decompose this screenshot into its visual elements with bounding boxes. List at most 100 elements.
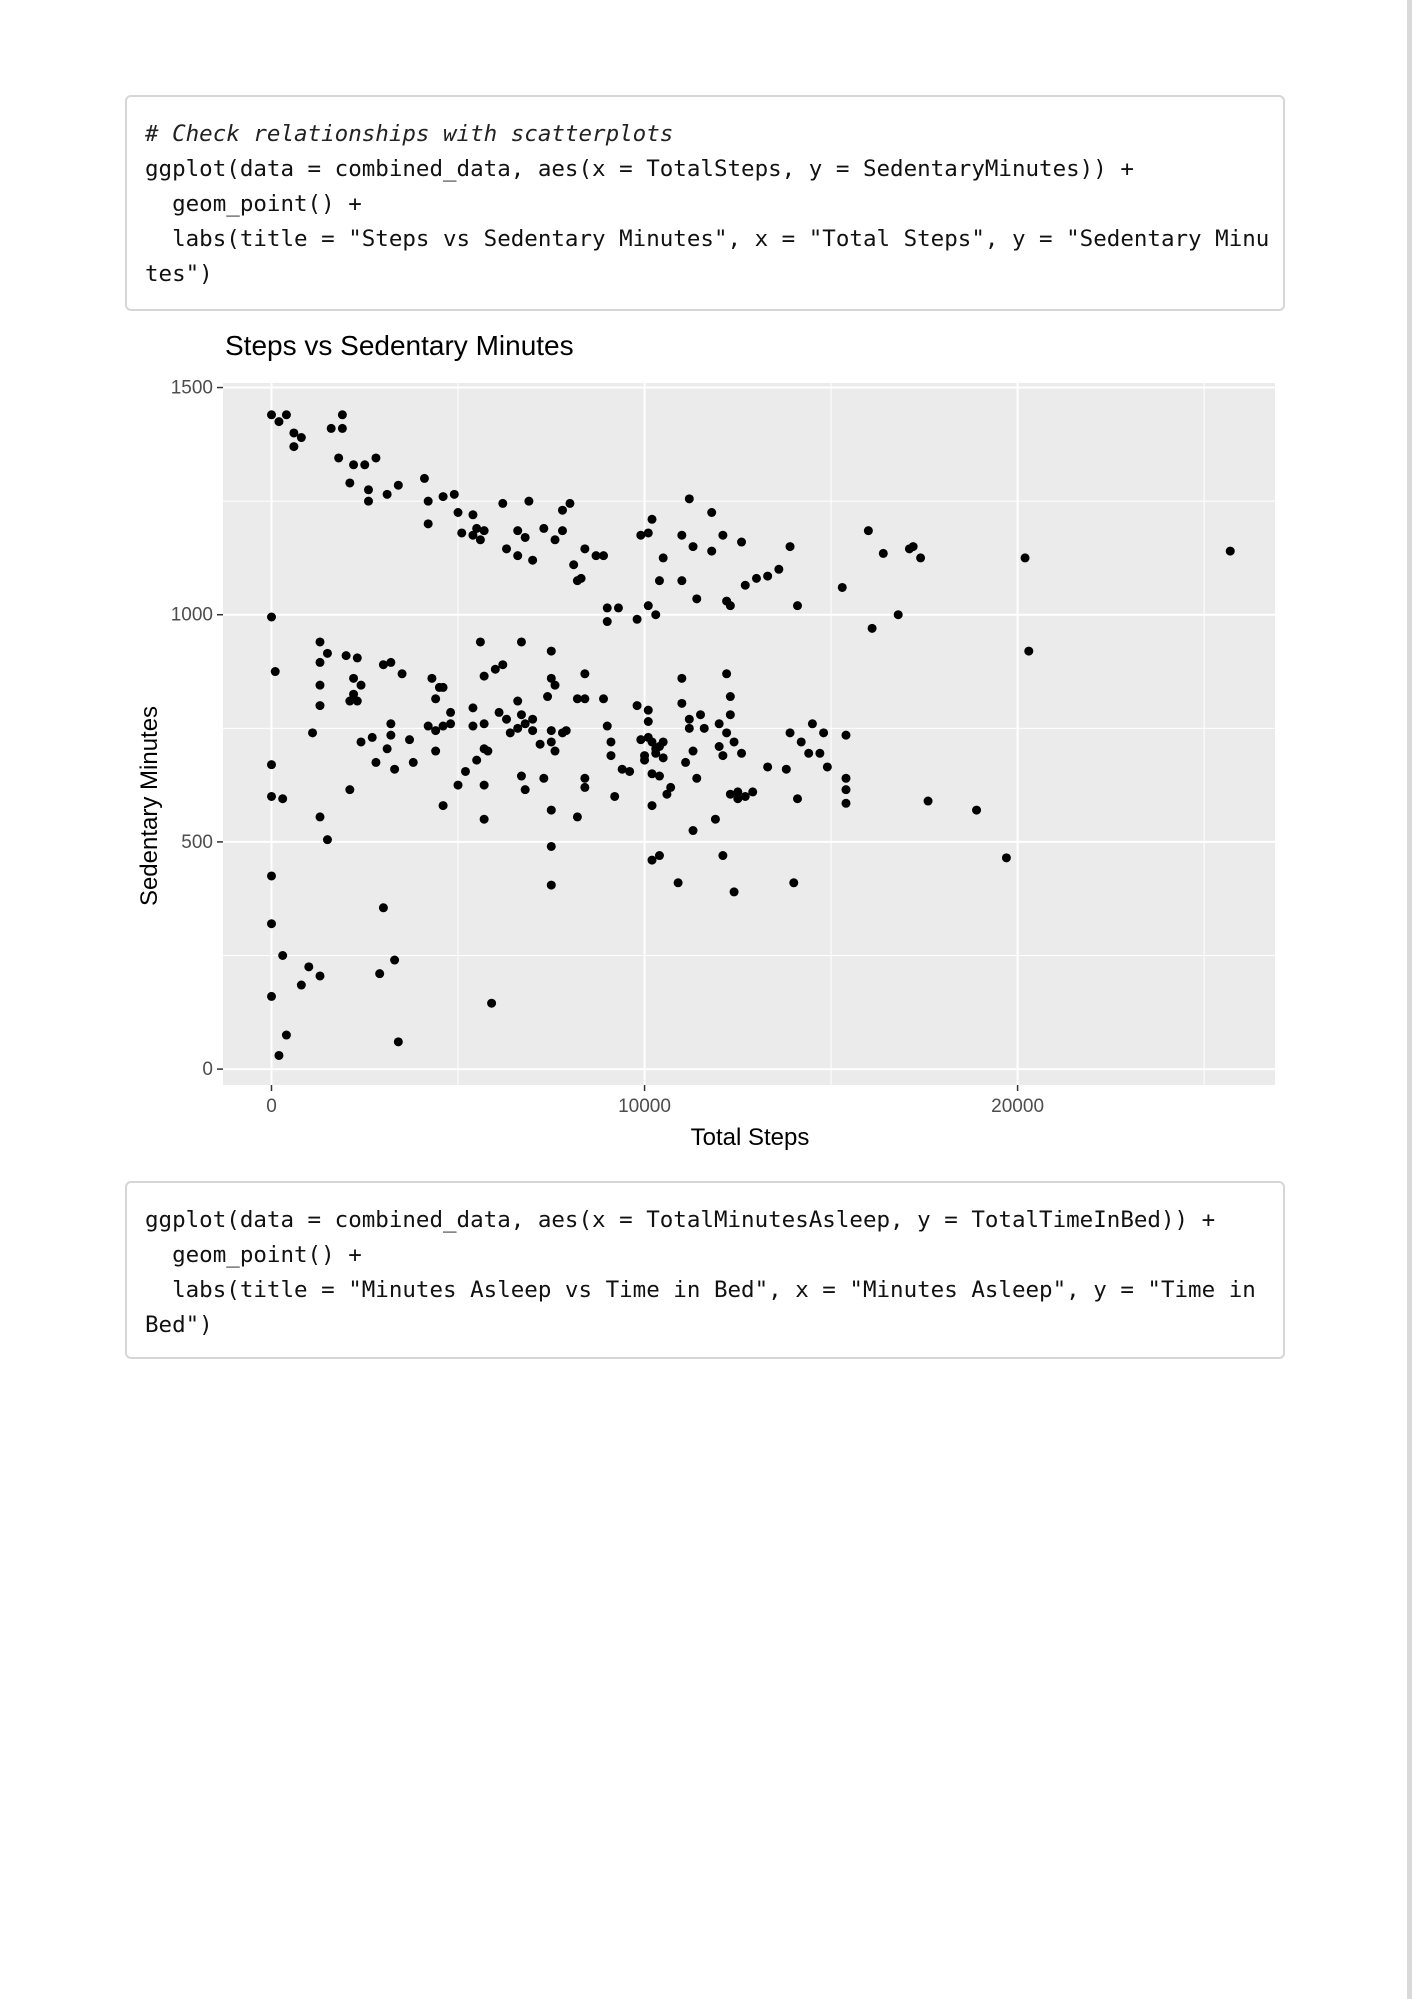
data-point [684, 723, 694, 733]
data-point [550, 680, 560, 690]
data-point [397, 669, 407, 679]
data-point [591, 551, 601, 561]
data-point [375, 969, 385, 979]
y-tick-label: 500 [181, 832, 213, 853]
data-point [636, 735, 646, 745]
data-point [367, 732, 377, 742]
data-point [513, 696, 523, 706]
data-point [281, 410, 291, 420]
data-point [707, 546, 717, 556]
data-point [602, 617, 612, 627]
data-point [460, 766, 470, 776]
data-point [681, 757, 691, 767]
data-point [382, 744, 392, 754]
data-point [524, 496, 534, 506]
data-point [714, 719, 724, 729]
data-point [349, 689, 359, 699]
data-point [266, 760, 276, 770]
data-point [677, 530, 687, 540]
data-point [468, 703, 478, 713]
data-point [546, 673, 556, 683]
data-point [725, 789, 735, 799]
data-point [546, 646, 556, 656]
data-point [349, 460, 359, 470]
data-point [647, 801, 657, 811]
code-line: geom_point() + [145, 191, 362, 217]
data-point [513, 723, 523, 733]
data-point [580, 782, 590, 792]
data-point [572, 694, 582, 704]
data-point [393, 1037, 403, 1047]
data-point [662, 789, 672, 799]
y-axis-title: Sedentary Minutes [136, 706, 163, 906]
code-line: geom_point() + [145, 1242, 362, 1268]
data-point [1001, 853, 1011, 863]
data-point [457, 528, 467, 538]
data-point [266, 410, 276, 420]
data-point [356, 737, 366, 747]
data-point [718, 851, 728, 861]
data-point [733, 787, 743, 797]
data-point [1020, 553, 1030, 563]
data-point [345, 696, 355, 706]
data-point [841, 773, 851, 783]
data-point [569, 560, 579, 570]
data-point [692, 773, 702, 783]
data-point [528, 555, 538, 565]
data-point [363, 496, 373, 506]
data-point [266, 991, 276, 1001]
data-point [427, 673, 437, 683]
data-point [625, 766, 635, 776]
data-point [483, 746, 493, 756]
data-point [550, 535, 560, 545]
data-point [647, 737, 657, 747]
data-point [878, 548, 888, 558]
data-point [266, 612, 276, 622]
data-point [274, 1050, 284, 1060]
data-point [654, 576, 664, 586]
data-point [643, 528, 653, 538]
data-point [893, 610, 903, 620]
data-point [498, 498, 508, 508]
data-point [733, 794, 743, 804]
data-point [356, 680, 366, 690]
data-point [722, 596, 732, 606]
data-point [479, 526, 489, 536]
data-point [371, 757, 381, 767]
data-point [647, 855, 657, 865]
data-point [296, 980, 306, 990]
data-point [763, 762, 773, 772]
data-point [502, 544, 512, 554]
data-point [438, 492, 448, 502]
data-point [729, 737, 739, 747]
data-point [479, 780, 489, 790]
data-point [494, 707, 504, 717]
data-point [341, 651, 351, 661]
data-point [725, 692, 735, 702]
data-point [841, 785, 851, 795]
data-point [1024, 646, 1034, 656]
data-point [722, 728, 732, 738]
code-line: labs(title = "Steps vs Sedentary Minutes… [145, 226, 1270, 252]
data-point [572, 576, 582, 586]
data-point [349, 673, 359, 683]
data-point [737, 537, 747, 547]
data-point [789, 878, 799, 888]
data-point [781, 764, 791, 774]
data-point [363, 485, 373, 495]
data-point [822, 762, 832, 772]
data-point [751, 573, 761, 583]
data-point [423, 496, 433, 506]
data-point [472, 755, 482, 765]
grid-lines [223, 383, 1275, 1085]
data-point [606, 751, 616, 761]
data-point [479, 671, 489, 681]
data-point [684, 494, 694, 504]
data-point [561, 726, 571, 736]
data-point [289, 428, 299, 438]
data-point [565, 498, 575, 508]
code-block-scatterplot-sleep: ggplot(data = combined_data, aes(x = Tot… [125, 1181, 1285, 1359]
data-point [725, 710, 735, 720]
data-point [867, 623, 877, 633]
data-point [274, 417, 284, 427]
